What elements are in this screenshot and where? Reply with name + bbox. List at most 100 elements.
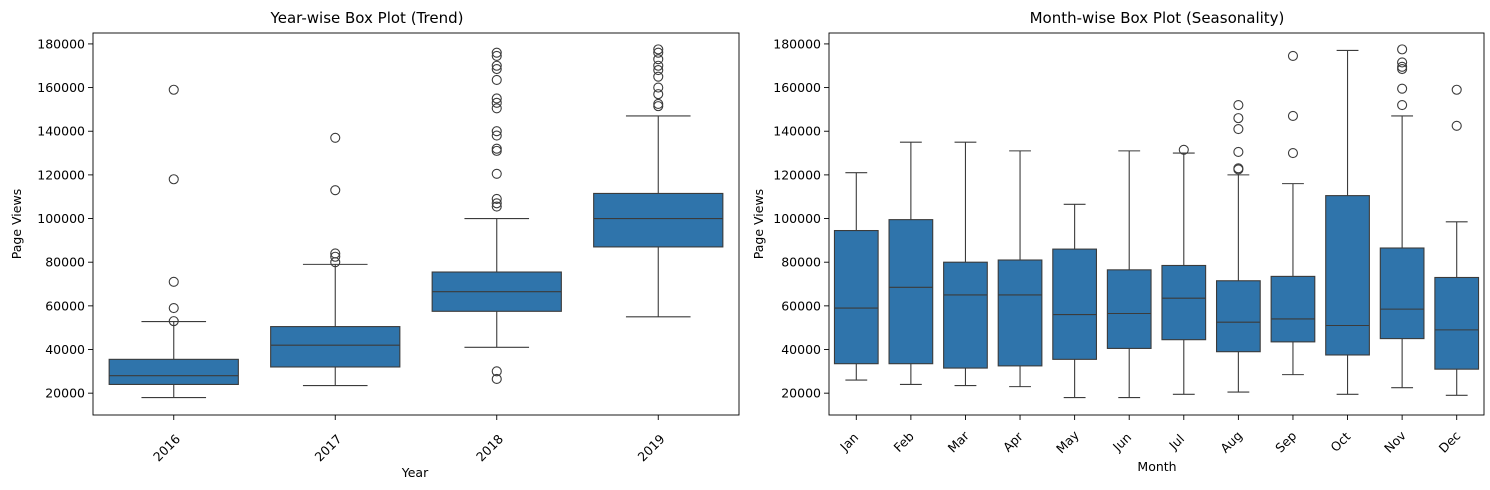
x-tick-label: Apr	[1000, 428, 1027, 455]
x-tick-label: Nov	[1381, 427, 1409, 455]
x-tick-label: 2018	[473, 431, 506, 464]
outlier-point	[1397, 83, 1408, 94]
y-tick-label: 80000	[781, 255, 821, 270]
y-tick-label: 160000	[37, 80, 85, 95]
year-chart-title: Year-wise Box Plot (Trend)	[270, 9, 464, 27]
outlier-point	[653, 47, 664, 58]
box-2016	[108, 358, 239, 385]
box-2019	[593, 192, 724, 248]
outlier-point	[1178, 144, 1189, 155]
outlier-point	[330, 248, 341, 259]
box-Sep	[1270, 275, 1316, 343]
y-tick-label: 180000	[773, 36, 821, 51]
outlier-point	[168, 84, 179, 95]
outlier-point	[491, 74, 502, 85]
outlier-point	[1397, 99, 1408, 111]
box-Aug	[1215, 280, 1261, 353]
outlier-point	[491, 201, 502, 212]
box-Feb	[888, 219, 934, 365]
outlier-point	[491, 60, 502, 71]
outlier-point	[168, 174, 179, 185]
outlier-point	[491, 168, 502, 179]
box-Jun	[1106, 269, 1152, 349]
outlier-point	[168, 302, 179, 314]
outlier-point	[168, 316, 179, 327]
outlier-point	[1233, 123, 1244, 135]
outlier-point	[491, 63, 502, 75]
outlier-point	[491, 366, 502, 377]
x-tick-label: 2019	[635, 431, 668, 464]
y-tick-label: 100000	[37, 211, 85, 226]
x-tick-label: Oct	[1327, 429, 1353, 455]
outlier-point	[1233, 99, 1244, 111]
outlier-point	[330, 185, 341, 196]
year-chart-ylabel: Page Views	[9, 189, 24, 259]
y-tick-label: 120000	[773, 167, 821, 182]
y-tick-label: 80000	[45, 255, 85, 270]
outlier-point	[1233, 146, 1244, 158]
outlier-point	[1451, 120, 1462, 131]
outlier-point	[491, 193, 502, 204]
x-tick-label: Dec	[1436, 428, 1464, 456]
month-chart: Month-wise Box Plot (Seasonality) Month …	[751, 9, 1485, 474]
year-chart-plot-area: 20000 40000 60000 80000 100000 120000 140000 16…	[37, 36, 724, 464]
outlier-point	[1451, 84, 1462, 95]
month-chart-title: Month-wise Box Plot (Seasonality)	[1030, 9, 1285, 27]
outlier-point	[491, 198, 502, 209]
box-Apr	[997, 259, 1043, 367]
month-chart-plot-area: 20000 40000 60000 80000 100000 120000 140000 16…	[773, 36, 1480, 456]
y-tick-label: 60000	[45, 298, 85, 313]
y-tick-label: 100000	[773, 211, 821, 226]
x-tick-label: May	[1053, 427, 1082, 456]
outlier-point	[1287, 50, 1299, 61]
outlier-point	[1397, 57, 1408, 68]
outlier-point	[653, 89, 664, 100]
month-chart-ylabel: Page Views	[751, 189, 766, 259]
year-chart-frame	[92, 32, 740, 416]
year-chart-xlabel: Year	[401, 465, 429, 480]
x-tick-label: Aug	[1217, 428, 1245, 456]
y-tick-label: 140000	[773, 124, 821, 139]
outlier-point	[491, 103, 502, 114]
outlier-point	[653, 71, 664, 82]
outlier-point	[491, 93, 502, 104]
y-tick-label: 20000	[781, 386, 821, 401]
month-chart-frame	[828, 32, 1485, 416]
outlier-point	[653, 82, 664, 93]
box-May	[1052, 248, 1098, 360]
box-Jul	[1161, 264, 1207, 341]
outlier-point	[330, 132, 341, 143]
x-tick-label: Feb	[891, 429, 917, 455]
y-tick-label: 20000	[45, 386, 85, 401]
y-tick-label: 160000	[773, 80, 821, 95]
outlier-point	[1397, 61, 1408, 72]
x-tick-label: 2016	[150, 431, 183, 464]
x-tick-label: Sep	[1272, 428, 1299, 455]
outlier-point	[491, 50, 502, 61]
outlier-point	[653, 101, 664, 112]
outlier-point	[491, 373, 502, 385]
outlier-point	[491, 130, 502, 141]
box-Jan	[833, 229, 879, 365]
outlier-point	[491, 47, 502, 58]
x-tick-label: Jan	[836, 430, 861, 455]
outlier-point	[653, 54, 664, 65]
outlier-point	[1233, 163, 1244, 174]
outlier-point	[491, 97, 502, 108]
y-tick-label: 120000	[37, 167, 85, 182]
outlier-point	[491, 145, 502, 156]
outlier-point	[653, 60, 664, 71]
outlier-point	[653, 65, 664, 76]
outlier-point	[168, 276, 179, 287]
year-chart: Year-wise Box Plot (Trend) Year Page Vie…	[9, 9, 740, 480]
x-tick-label: 2017	[312, 431, 345, 464]
outlier-point	[653, 98, 664, 109]
box-Dec	[1434, 276, 1480, 370]
outlier-point	[653, 44, 664, 55]
y-tick-label: 40000	[45, 342, 85, 357]
x-tick-label: Jun	[1109, 430, 1134, 455]
box-2017	[270, 326, 401, 368]
y-tick-label: 40000	[781, 342, 821, 357]
outlier-point	[1287, 110, 1299, 121]
